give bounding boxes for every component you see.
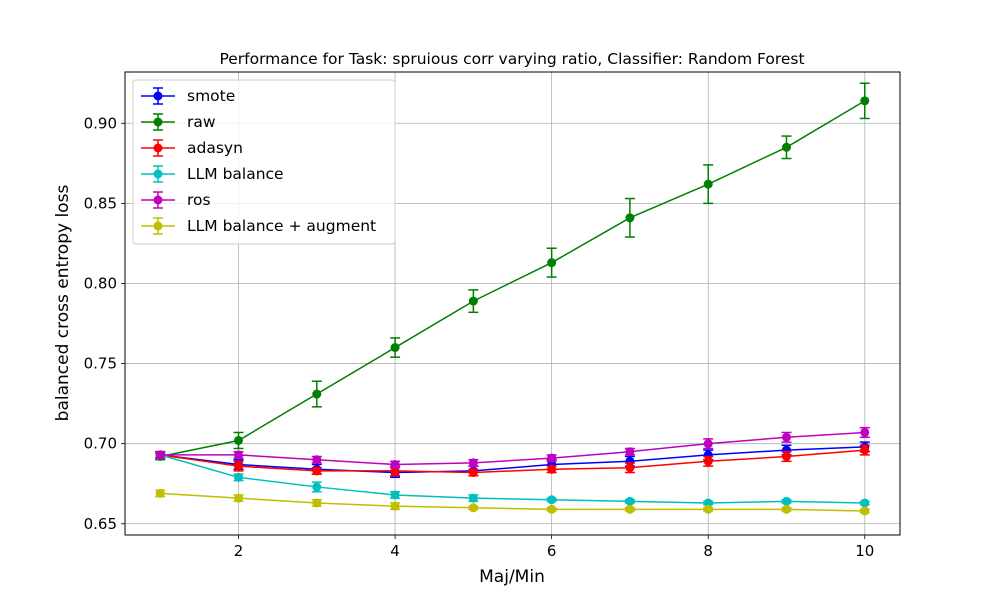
- legend-label: smote: [187, 87, 235, 105]
- legend-marker: [153, 117, 163, 127]
- data-point: [625, 504, 635, 514]
- data-point: [860, 498, 870, 508]
- series-line: [160, 431, 865, 466]
- legend-label: adasyn: [187, 139, 243, 157]
- y-tick-label: 0.85: [84, 194, 117, 212]
- data-point: [781, 142, 791, 152]
- data-point: [234, 493, 244, 503]
- legend-label: LLM balance + augment: [187, 217, 376, 235]
- legend-marker: [153, 143, 163, 153]
- data-point: [390, 460, 400, 470]
- series-layer: [155, 82, 870, 516]
- legend-marker: [153, 221, 163, 231]
- series-line: [160, 492, 865, 512]
- y-axis-label: balanced cross entropy loss: [53, 185, 73, 422]
- data-point: [547, 495, 557, 505]
- legend-entry: raw: [141, 113, 216, 131]
- y-tick-label: 0.80: [84, 274, 117, 292]
- data-point: [468, 296, 478, 306]
- data-point: [468, 493, 478, 503]
- series-line: [160, 446, 865, 474]
- legend: smote raw adasyn LLM balance ros LLM balance …: [132, 79, 396, 245]
- data-point: [781, 451, 791, 461]
- data-point: [312, 455, 322, 465]
- legend-label: ros: [187, 191, 211, 209]
- data-point: [468, 468, 478, 478]
- data-point: [468, 458, 478, 468]
- plot-frame: [124, 71, 901, 536]
- data-point: [312, 482, 322, 492]
- data-point: [390, 466, 400, 476]
- axes: 2 4 6 8 10 0.65 0.70 0.75 0.80 0.85 0.90: [84, 114, 875, 560]
- legend-box: [132, 79, 396, 245]
- legend-entry: LLM balance: [141, 165, 284, 183]
- data-point: [312, 498, 322, 508]
- chart-title: Performance for Task: spruious corr vary…: [219, 50, 804, 68]
- legend-entry: LLM balance + augment: [141, 217, 376, 235]
- series-ros: [155, 426, 870, 470]
- data-point: [390, 490, 400, 500]
- legend-entry: smote: [141, 87, 235, 105]
- series-adasyn: [155, 444, 870, 478]
- x-axis-label: Maj/Min: [479, 567, 545, 587]
- x-tick-label: 6: [547, 542, 557, 560]
- legend-marker: [153, 195, 163, 205]
- data-point: [703, 439, 713, 449]
- data-point: [312, 389, 322, 399]
- series-line: [160, 454, 865, 504]
- y-tick-label: 0.75: [84, 355, 117, 373]
- data-point: [547, 504, 557, 514]
- legend-label: LLM balance: [187, 165, 284, 183]
- data-point: [860, 445, 870, 455]
- data-point: [234, 472, 244, 482]
- x-tick-label: 2: [234, 542, 244, 560]
- data-point: [703, 504, 713, 514]
- data-point: [155, 488, 165, 498]
- series-smote: [155, 441, 870, 479]
- legend-label: raw: [187, 113, 216, 131]
- data-point: [703, 498, 713, 508]
- data-point: [468, 503, 478, 513]
- data-point: [781, 496, 791, 506]
- data-point: [860, 427, 870, 437]
- data-point: [234, 461, 244, 471]
- x-tick-label: 4: [390, 542, 400, 560]
- data-point: [234, 435, 244, 445]
- data-point: [781, 504, 791, 514]
- data-point: [390, 501, 400, 511]
- data-point: [625, 213, 635, 223]
- data-point: [703, 179, 713, 189]
- data-point: [547, 453, 557, 463]
- data-point: [547, 258, 557, 268]
- data-point: [312, 466, 322, 476]
- x-tick-label: 8: [703, 542, 713, 560]
- data-point: [860, 96, 870, 106]
- legend-entry: adasyn: [141, 139, 243, 157]
- data-point: [625, 463, 635, 473]
- data-point: [547, 464, 557, 474]
- y-tick-label: 0.90: [84, 114, 117, 132]
- data-point: [155, 450, 165, 460]
- data-point: [703, 456, 713, 466]
- data-point: [860, 506, 870, 516]
- y-tick-label: 0.70: [84, 435, 117, 453]
- legend-marker: [153, 169, 163, 179]
- x-tick-label: 10: [855, 542, 874, 560]
- data-point: [781, 432, 791, 442]
- series-line: [160, 100, 866, 458]
- data-point: [234, 450, 244, 460]
- legend-marker: [153, 91, 163, 101]
- series-line: [160, 449, 865, 474]
- series-llm-balance-augment: [155, 488, 870, 516]
- data-point: [625, 496, 635, 506]
- data-point: [625, 447, 635, 457]
- data-point: [390, 343, 400, 353]
- y-tick-label: 0.65: [84, 515, 117, 533]
- legend-entry: ros: [141, 191, 211, 209]
